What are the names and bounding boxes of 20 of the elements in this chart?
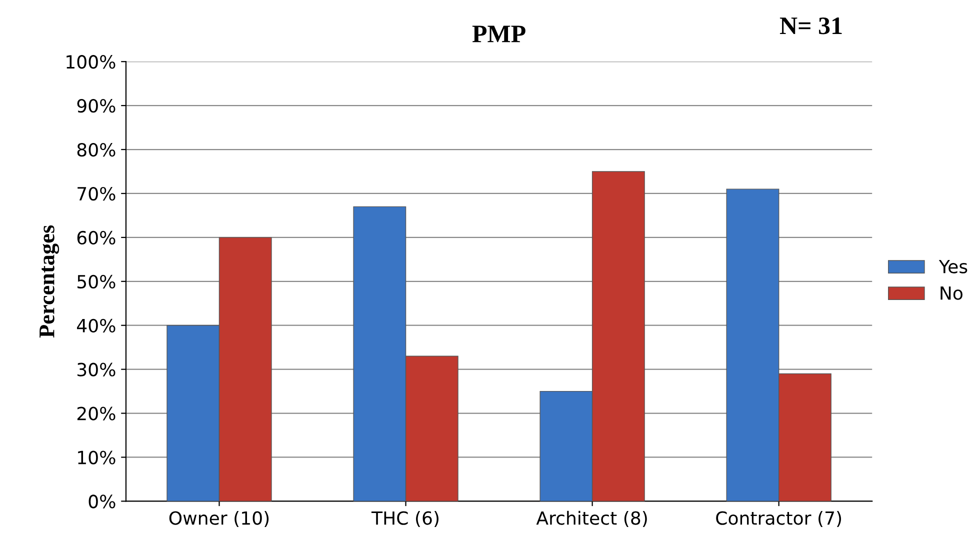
y-tick-label: 100% <box>66 55 116 69</box>
chart-title: PMP <box>472 26 526 42</box>
legend-label: No <box>940 286 962 300</box>
x-tick-label: Architect (8) <box>536 510 647 528</box>
y-axis-title: Percentages <box>40 225 60 338</box>
y-tick-label: 40% <box>77 318 116 332</box>
y-tick-label: 30% <box>77 362 116 376</box>
x-tick-label: Contractor (7) <box>716 510 842 528</box>
y-tick-label: 90% <box>77 99 116 113</box>
y-tick-label: 20% <box>77 406 116 420</box>
y-tick-label: 0% <box>88 494 116 508</box>
y-tick-label: 10% <box>78 450 116 464</box>
y-tick-label: 50% <box>78 274 116 289</box>
legend-label: Yes <box>938 260 968 274</box>
text: N= 31 <box>780 17 842 34</box>
y-tick-label: 80% <box>77 142 116 157</box>
x-tick-label: Owner (10) <box>169 510 269 528</box>
y-tick-label: 70% <box>78 186 116 201</box>
y-tick-label: 60% <box>77 230 116 245</box>
x-tick-label: THC (6) <box>371 510 438 528</box>
